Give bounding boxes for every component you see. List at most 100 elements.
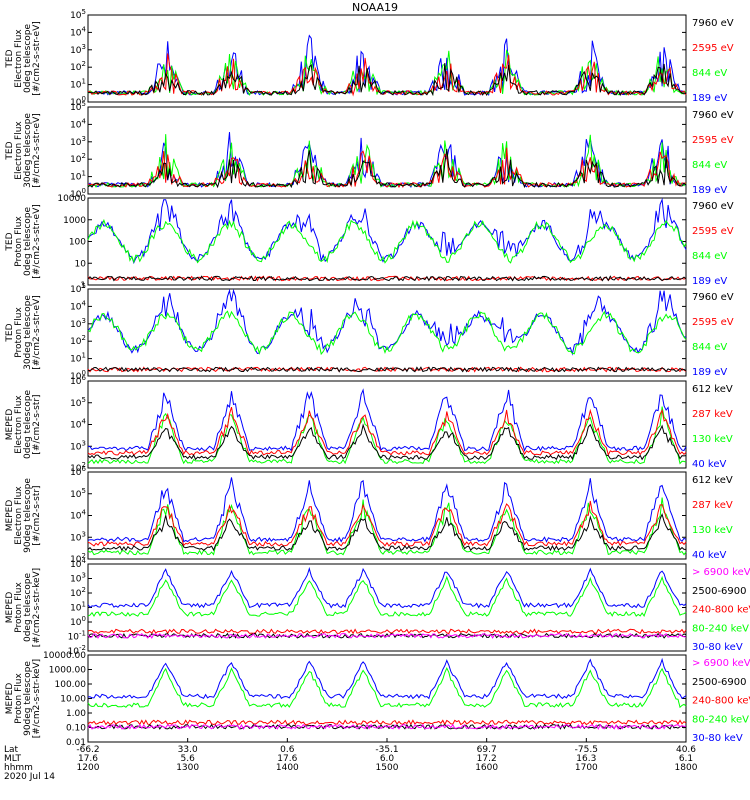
legend-entry: 844 eV bbox=[692, 160, 727, 171]
series-black bbox=[87, 275, 687, 282]
y-tick-label: 106 bbox=[70, 374, 86, 387]
series-blue bbox=[87, 477, 687, 543]
series-black bbox=[87, 423, 687, 461]
panel-8: 0.01 0.10 1.00 10.00 100.00 1000.00 10000.00 ME… bbox=[5, 651, 750, 748]
y-tick-label: 101 bbox=[70, 78, 86, 91]
y-axis-label: [#/cm2-s-str-eV] bbox=[32, 204, 42, 279]
x-tick-label: -75.5 bbox=[575, 745, 598, 755]
legend-entry: 7960 eV bbox=[692, 292, 734, 303]
y-tick-label: 104 bbox=[70, 509, 86, 522]
y-tick-label: 104 bbox=[70, 557, 86, 570]
legend-entry: 2595 eV bbox=[692, 226, 734, 237]
x-tick-label: 17.2 bbox=[477, 754, 497, 764]
y-axis-label: [#/cm2-s-str-eV] bbox=[32, 113, 42, 188]
x-tick-label: 33.0 bbox=[178, 745, 198, 755]
y-tick-label: 102 bbox=[70, 586, 86, 599]
y-axis-label: 30deg telescope bbox=[23, 295, 33, 370]
y-axis-label: [#/cm2-s-str] bbox=[32, 394, 42, 454]
y-tick-label: 105 bbox=[70, 282, 86, 295]
panel-4: 100 101 102 103 104 105 TED Proton Flux 30deg te… bbox=[5, 282, 734, 382]
y-axis-label: MEPED bbox=[5, 409, 15, 441]
y-tick-label: 103 bbox=[70, 43, 86, 56]
x-row-name: MLT bbox=[4, 754, 22, 764]
panel-frame bbox=[87, 654, 687, 743]
legend-entry: 130 keV bbox=[692, 525, 733, 536]
series-green bbox=[87, 134, 687, 188]
legend-entry: 240-800 keV bbox=[692, 696, 750, 707]
legend-entry: > 6900 keV bbox=[692, 567, 750, 578]
y-tick-label: 100 bbox=[70, 95, 86, 108]
y-tick-label: 1 bbox=[80, 281, 86, 291]
x-tick-label: 17.6 bbox=[78, 754, 98, 764]
series-black bbox=[87, 148, 687, 189]
legend-entry: 287 keV bbox=[692, 500, 733, 511]
legend-entry: 189 eV bbox=[692, 185, 727, 196]
panel-frame bbox=[87, 106, 687, 195]
series-blue bbox=[87, 566, 687, 609]
x-tick-label: 6.0 bbox=[380, 754, 395, 764]
x-tick-label: 17.6 bbox=[277, 754, 297, 764]
legend-entry: > 6900 keV bbox=[692, 658, 750, 669]
legend-entry: 240-800 keV bbox=[692, 605, 750, 616]
y-tick-label: 103 bbox=[70, 572, 86, 585]
y-axis-label: Electron Flux bbox=[14, 121, 24, 180]
panel-2: 100 101 102 103 104 105 TED Electron Flux 30deg … bbox=[5, 100, 734, 200]
y-axis-label: Electron Flux bbox=[14, 29, 24, 88]
x-tick-label: 1300 bbox=[176, 763, 199, 773]
y-axis-label: Proton Flux bbox=[14, 582, 24, 633]
y-tick-label: 104 bbox=[70, 299, 86, 312]
legend-entry: 2500-6900 bbox=[692, 586, 747, 597]
series-red bbox=[87, 500, 687, 547]
panel-frame bbox=[87, 563, 687, 652]
legend-entry: 844 eV bbox=[692, 342, 727, 353]
y-tick-label: 103 bbox=[70, 317, 86, 330]
y-tick-label: 0.10 bbox=[66, 724, 86, 734]
series-red bbox=[87, 406, 687, 457]
panel-frame bbox=[87, 380, 687, 469]
panel-frame bbox=[87, 14, 687, 103]
series-black bbox=[87, 63, 687, 97]
x-tick-label: 1500 bbox=[376, 763, 399, 773]
x-row-name: Lat bbox=[4, 745, 19, 755]
series-blue bbox=[87, 657, 687, 700]
legend-entry: 2595 eV bbox=[692, 135, 734, 146]
legend-entry: 844 eV bbox=[692, 68, 727, 79]
legend-entry: 612 keV bbox=[692, 384, 733, 395]
legend-entry: 30-80 keV bbox=[692, 642, 743, 653]
series-blue bbox=[87, 288, 687, 356]
x-tick-label: 1700 bbox=[575, 763, 598, 773]
series-green bbox=[87, 575, 687, 618]
y-axis-label: 90deg telescope bbox=[23, 478, 33, 553]
series-green bbox=[87, 310, 687, 356]
x-tick-label: 6.1 bbox=[679, 754, 693, 764]
x-tick-label: 40.6 bbox=[676, 745, 696, 755]
legend-entry: 189 eV bbox=[692, 367, 727, 378]
series-green bbox=[87, 667, 687, 709]
y-axis-label: TED bbox=[5, 141, 15, 160]
y-axis-label: [#/cm2-s-str-keV] bbox=[32, 568, 42, 647]
y-axis-label: TED bbox=[5, 49, 15, 68]
legend-entry: 287 keV bbox=[692, 409, 733, 420]
y-axis-label: 0deg telescope bbox=[23, 573, 33, 643]
legend-entry: 40 keV bbox=[692, 550, 726, 561]
legend-entry: 7960 eV bbox=[692, 201, 734, 212]
y-tick-label: 100 bbox=[70, 615, 86, 628]
legend-entry: 40 keV bbox=[692, 459, 726, 470]
series-red bbox=[87, 719, 687, 726]
y-axis-label: Electron Flux bbox=[14, 395, 24, 454]
y-tick-label: 100 bbox=[70, 369, 86, 382]
y-axis-label: 0deg telescope bbox=[23, 24, 33, 94]
y-tick-label: 103 bbox=[70, 135, 86, 148]
x-tick-label: 1800 bbox=[675, 763, 698, 773]
y-tick-label: 106 bbox=[70, 465, 86, 478]
y-tick-label: 105 bbox=[70, 8, 86, 21]
y-tick-label: 102 bbox=[70, 461, 86, 474]
panel-frame bbox=[87, 288, 687, 377]
legend-entry: 7960 eV bbox=[692, 18, 734, 29]
x-tick-label: 16.3 bbox=[576, 754, 596, 764]
series-green bbox=[87, 497, 687, 556]
y-tick-label: 10.00 bbox=[60, 695, 86, 705]
x-tick-label: 1200 bbox=[77, 763, 100, 773]
series-red bbox=[87, 147, 687, 189]
